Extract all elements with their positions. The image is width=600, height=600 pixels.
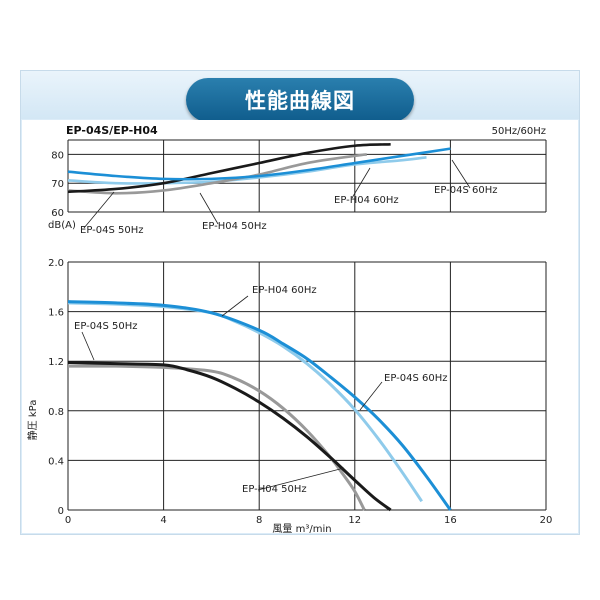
noise-annotation-label: EP-H04 60Hz — [334, 195, 399, 206]
page-heading: 性能曲線図 — [245, 89, 355, 113]
x-axis-label: 風量 m³/min — [272, 523, 331, 533]
pressure-annotation-leader — [81, 331, 95, 361]
pressure-y-tick-label: 1.6 — [48, 308, 64, 319]
x-tick-label: 0 — [65, 515, 71, 526]
pressure-y-tick-label: 0.8 — [48, 407, 64, 418]
performance-chart: EP-04S/EP-H04 50Hz/60Hz 0 4 8 12 16 206070800… — [26, 124, 552, 533]
pressure-series-line — [67, 360, 392, 512]
x-tick-label: 8 — [256, 515, 262, 526]
noise-annotation-label: EP-04S 50Hz — [80, 225, 143, 236]
x-tick-label: 12 — [348, 515, 361, 526]
noise-annotation-leader — [199, 192, 219, 225]
noise-series-line — [67, 153, 367, 195]
x-tick-label: 16 — [444, 515, 457, 526]
noise-annotation-leader — [451, 159, 471, 189]
pressure-annotation-label: EP-H04 60Hz — [252, 285, 317, 296]
pressure-grid — [67, 261, 547, 511]
pressure-y-tick-label: 1.2 — [48, 357, 64, 368]
noise-series-group — [67, 143, 451, 195]
noise-ylabel: dB(A) — [48, 220, 76, 231]
pressure-series-line — [67, 364, 366, 511]
heading-badge: 性能曲線図 — [186, 78, 414, 122]
pressure-annotation-leader — [221, 295, 249, 317]
pressure-series-group — [67, 300, 452, 512]
pressure-y-tick-label: 0.4 — [48, 456, 64, 467]
noise-annotation-leader — [83, 191, 115, 229]
pressure-ylabel: 静圧 kPa — [26, 400, 39, 441]
noise-annotation-label: EP-H04 50Hz — [202, 221, 267, 232]
pressure-y-tick-label: 0 — [58, 506, 64, 517]
pressure-annotation-label: EP-H04 50Hz — [242, 484, 307, 495]
noise-annotation-leader — [351, 167, 371, 199]
pressure-y-tick-label: 2.0 — [48, 258, 64, 269]
noise-y-tick-label: 60 — [51, 208, 64, 219]
chart-title: EP-04S/EP-H04 — [66, 124, 158, 137]
noise-y-tick-label: 70 — [51, 179, 64, 190]
pressure-series-line — [67, 300, 452, 511]
pressure-annotation-label: EP-04S 60Hz — [384, 373, 447, 384]
noise-annotation-label: EP-04S 60Hz — [434, 185, 497, 196]
pressure-annotation-leader — [257, 467, 345, 491]
x-tick-label: 4 — [160, 515, 166, 526]
pressure-annotation-leader — [359, 381, 383, 411]
noise-series-line — [67, 155, 427, 185]
noise-series-line — [67, 143, 391, 194]
noise-series-line — [67, 147, 451, 181]
x-tick-label: 20 — [540, 515, 553, 526]
noise-y-tick-label: 80 — [51, 150, 64, 161]
noise-grid — [67, 139, 547, 213]
pressure-annotation-label: EP-04S 50Hz — [74, 321, 137, 332]
chart-panel: EP-04S/EP-H04 50Hz/60Hz 0 4 8 12 16 20 60 70 80 0… — [22, 120, 578, 533]
pressure-series-line — [67, 301, 423, 503]
series-annotations: EP-04S 50Hz EP-H04 50Hz EP-H04 60Hz EP-04S … — [74, 159, 497, 495]
frequency-note: 50Hz/60Hz — [492, 126, 546, 137]
tick-labels: 0 4 8 12 16 20 60 70 80 0 0.4 0.8 1.2 1.6 2.0 — [48, 150, 552, 526]
